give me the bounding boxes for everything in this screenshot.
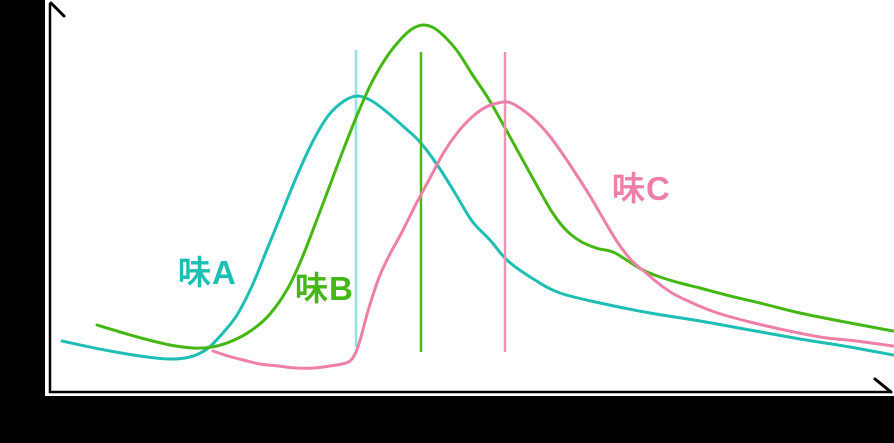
y-axis-arrowhead-icon [49,1,66,18]
series-curve-1 [95,23,894,350]
bottom-black-margin [0,396,894,443]
left-black-margin [0,0,45,443]
series-label-aji-c: 味C [612,170,671,207]
series-label-aji-a: 味A [178,254,237,291]
series-curves-layer [60,23,894,370]
series-curve-2 [211,100,894,370]
x-axis-arrowhead-icon [873,377,893,394]
series-label-aji-b: 味B [295,270,354,307]
series-curve-0 [60,94,894,361]
axes [48,1,893,394]
